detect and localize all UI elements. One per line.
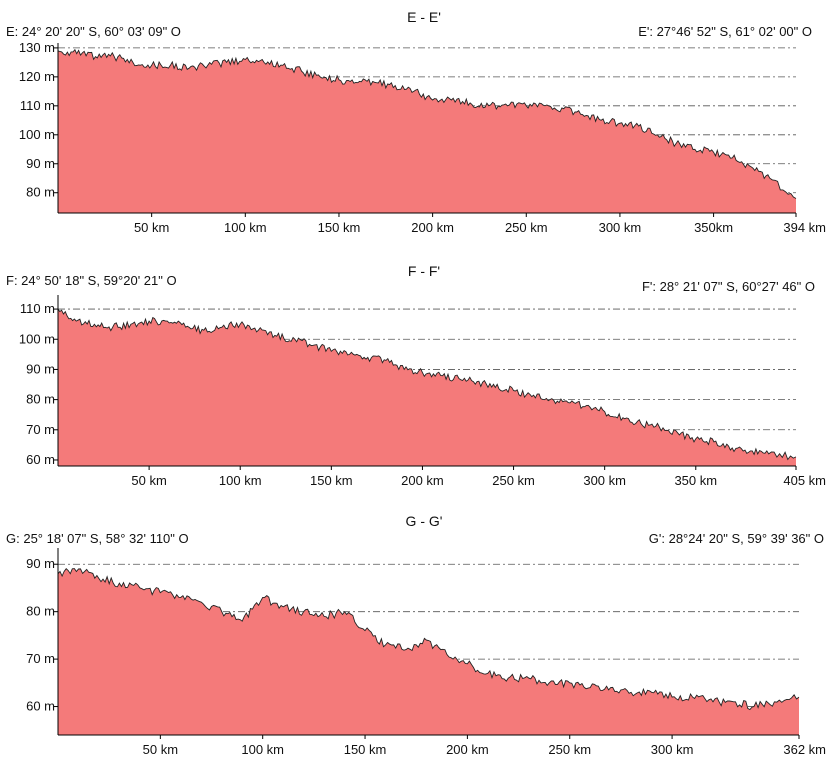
terrain-area <box>58 568 799 735</box>
y-tick-label: 100 m <box>19 331 55 346</box>
terrain-outline <box>57 48 797 199</box>
profile-panel-f: F - F' F: 24° 50' 18" S, 59°20' 21" O F'… <box>6 263 826 488</box>
start-coordinate-label: F: 24° 50' 18" S, 59°20' 21" O <box>6 273 177 288</box>
x-tick-label: 300 km <box>583 473 626 488</box>
y-tick-label: 110 m <box>20 301 55 316</box>
x-tick-label: 100 km <box>224 220 267 235</box>
terrain-outline <box>57 568 800 711</box>
y-tick-label: 90 m <box>26 556 55 571</box>
terrain-area <box>58 49 796 214</box>
start-coordinate-label: G: 25° 18' 07" S, 58° 32' 110" O <box>6 531 189 546</box>
y-tick-label: 70 m <box>26 422 55 437</box>
x-tick-label: 200 km <box>446 742 489 757</box>
x-tick-label: 50 km <box>143 742 178 757</box>
y-tick-label: 110 m <box>20 98 55 113</box>
y-tick-label: 90 m <box>26 156 55 171</box>
x-tick-label: 200 km <box>411 220 454 235</box>
x-tick-label: 150 km <box>318 220 361 235</box>
x-tick-label: 150 km <box>310 473 353 488</box>
y-tick-label: 100 m <box>19 127 55 142</box>
x-tick-label: 300 km <box>651 742 694 757</box>
x-tick-label: 350 km <box>674 473 717 488</box>
x-tick-label: 100 km <box>219 473 262 488</box>
y-tick-label: 60 m <box>26 699 55 714</box>
x-tick-label: 394 km <box>783 220 826 235</box>
y-tick-label: 90 m <box>26 361 55 376</box>
x-tick-label: 200 km <box>401 473 444 488</box>
y-tick-label: 70 m <box>26 651 55 666</box>
y-tick-label: 80 m <box>26 604 55 619</box>
y-tick-label: 80 m <box>26 392 55 407</box>
x-tick-label: 362 km <box>783 742 826 757</box>
y-tick-label: 120 m <box>19 69 55 84</box>
y-tick-label: 130 m <box>19 40 55 55</box>
y-tick-label: 80 m <box>26 185 55 200</box>
end-coordinate-label: G': 28°24' 20" S, 59° 39' 36" O <box>649 531 824 546</box>
x-tick-label: 405 km <box>783 473 826 488</box>
profile-panel-e: E - E' E: 24° 20' 20" S, 60° 03' 09" O E… <box>6 9 826 235</box>
x-tick-label: 150 km <box>344 742 387 757</box>
x-tick-label: 300 km <box>599 220 642 235</box>
x-tick-label: 250 km <box>548 742 591 757</box>
start-coordinate-label: E: 24° 20' 20" S, 60° 03' 09" O <box>6 24 181 39</box>
profile-panel-g: G - G' G: 25° 18' 07" S, 58° 32' 110" O … <box>6 513 826 757</box>
panel-title: E - E' <box>407 9 441 25</box>
x-tick-label: 250 km <box>492 473 535 488</box>
x-tick-label: 250 km <box>505 220 548 235</box>
end-coordinate-label: F': 28° 21' 07" S, 60°27' 46" O <box>642 279 815 294</box>
x-tick-label: 350km <box>694 220 733 235</box>
x-tick-label: 50 km <box>134 220 169 235</box>
terrain-area <box>58 309 796 466</box>
x-tick-label: 50 km <box>131 473 166 488</box>
terrain-outline <box>57 308 797 461</box>
y-tick-label: 60 m <box>26 452 55 467</box>
x-tick-label: 100 km <box>241 742 284 757</box>
end-coordinate-label: E': 27°46' 52" S, 61° 02' 00" O <box>638 24 812 39</box>
panel-title: G - G' <box>406 513 443 529</box>
panel-title: F - F' <box>408 263 440 279</box>
